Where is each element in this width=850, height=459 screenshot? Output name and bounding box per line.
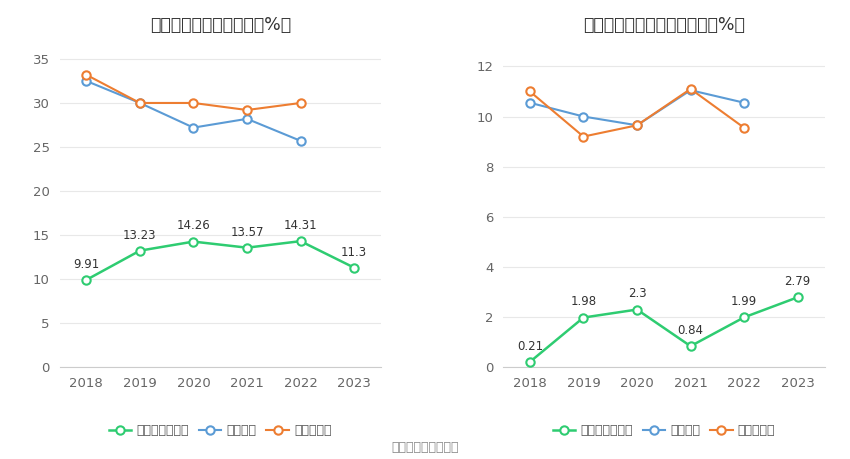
行业中位数 — [242, 107, 252, 113]
Text: 0.21: 0.21 — [517, 340, 543, 353]
有息资产负债率 — [632, 307, 642, 312]
Text: 13.23: 13.23 — [123, 229, 156, 241]
公司资产负债率 — [135, 248, 145, 253]
行业均值 — [135, 100, 145, 106]
Line: 公司资产负债率: 公司资产负债率 — [82, 237, 359, 284]
Text: 0.84: 0.84 — [677, 324, 704, 337]
Legend: 公司资产负债率, 行业均值, 行业中位数: 公司资产负债率, 行业均值, 行业中位数 — [104, 419, 337, 442]
Text: 1.99: 1.99 — [731, 295, 757, 308]
行业均值 — [632, 123, 642, 128]
Text: 14.31: 14.31 — [284, 219, 317, 232]
Legend: 有息资产负债率, 行业均值, 行业中位数: 有息资产负债率, 行业均值, 行业中位数 — [547, 419, 780, 442]
行业均值 — [242, 116, 252, 122]
Text: 2.3: 2.3 — [627, 287, 646, 301]
有息资产负债率 — [792, 295, 802, 300]
行业均值 — [82, 78, 92, 84]
行业中位数 — [296, 100, 306, 106]
Text: 14.26: 14.26 — [177, 219, 210, 232]
Line: 行业中位数: 行业中位数 — [525, 85, 748, 141]
公司资产负债率 — [82, 277, 92, 283]
行业中位数 — [135, 100, 145, 106]
行业中位数 — [739, 125, 749, 130]
Line: 行业中位数: 行业中位数 — [82, 71, 305, 114]
Line: 行业均值: 行业均值 — [82, 77, 305, 145]
行业均值 — [296, 138, 306, 144]
Text: 1.98: 1.98 — [570, 296, 597, 308]
有息资产负债率 — [739, 314, 749, 320]
Text: 2.79: 2.79 — [785, 275, 811, 288]
公司资产负债率 — [242, 245, 252, 251]
公司资产负债率 — [189, 239, 199, 244]
Line: 行业均值: 行业均值 — [525, 86, 748, 129]
行业均值 — [739, 100, 749, 106]
Text: 9.91: 9.91 — [73, 258, 99, 271]
行业中位数 — [189, 100, 199, 106]
行业中位数 — [685, 86, 695, 92]
行业均值 — [189, 125, 199, 130]
Text: 数据来源：恒生聚源: 数据来源：恒生聚源 — [391, 442, 459, 454]
行业中位数 — [632, 123, 642, 128]
行业均值 — [685, 87, 695, 93]
行业均值 — [524, 100, 535, 106]
行业均值 — [578, 114, 588, 119]
公司资产负债率 — [296, 238, 306, 244]
有息资产负债率 — [685, 343, 695, 349]
有息资产负债率 — [524, 359, 535, 365]
行业中位数 — [82, 72, 92, 78]
Title: 近年来资产负债率情况（%）: 近年来资产负债率情况（%） — [150, 16, 291, 34]
行业中位数 — [578, 134, 588, 140]
Text: 11.3: 11.3 — [341, 246, 367, 258]
行业中位数 — [524, 89, 535, 94]
公司资产负债率 — [349, 265, 360, 270]
Line: 有息资产负债率: 有息资产负债率 — [525, 293, 802, 366]
Title: 近年来有息资产负债率情况（%）: 近年来有息资产负债率情况（%） — [583, 16, 745, 34]
有息资产负债率 — [578, 315, 588, 320]
Text: 13.57: 13.57 — [230, 225, 264, 239]
